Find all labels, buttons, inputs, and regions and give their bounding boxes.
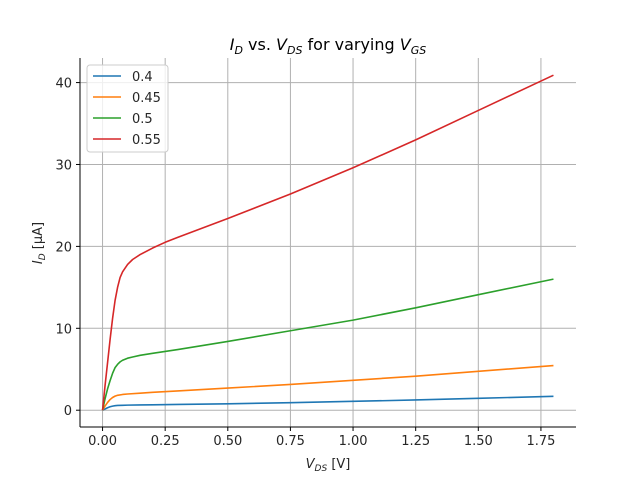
- plot-series: [101, 74, 554, 411]
- y-tick-label: 40: [55, 77, 72, 92]
- y-axis-ticks: 0 10 20 30 40: [55, 77, 80, 419]
- y-tick-label: 20: [55, 240, 72, 255]
- legend-label-0.5: 0.5: [132, 112, 153, 127]
- x-tick-label: 1.00: [339, 434, 368, 449]
- x-tick-label: 1.50: [464, 434, 493, 449]
- x-tick-label: 1.75: [526, 434, 555, 449]
- x-axis-title: VDS [V]: [306, 457, 351, 474]
- y-axis-title: ID [μA]: [31, 222, 48, 264]
- y-tick-label: 10: [55, 322, 72, 337]
- legend-label-0.45: 0.45: [132, 91, 161, 106]
- series-line-0.4: [102, 395, 554, 411]
- series-line-0.55: [101, 74, 554, 411]
- y-tick-label: 0: [64, 404, 72, 419]
- x-tick-label: 0.50: [213, 434, 242, 449]
- legend: 0.4 0.45 0.5 0.55: [86, 64, 169, 153]
- x-tick-label: 0.25: [151, 434, 180, 449]
- x-tick-label: 0.75: [276, 434, 305, 449]
- legend-frame: [86, 64, 169, 153]
- x-tick-label: 0.00: [88, 434, 117, 449]
- legend-label-0.4: 0.4: [132, 70, 153, 85]
- legend-label-0.55: 0.55: [132, 133, 161, 148]
- y-tick-label: 30: [55, 158, 72, 173]
- series-line-0.5: [101, 278, 554, 411]
- x-axis-ticks: 0.00 0.25 0.50 0.75 1.00 1.25 1.50 1.75: [88, 427, 555, 449]
- chart-title: ID vs. VDS for varying VGS: [230, 35, 426, 57]
- x-tick-label: 1.25: [401, 434, 430, 449]
- series-line-0.45: [101, 364, 554, 411]
